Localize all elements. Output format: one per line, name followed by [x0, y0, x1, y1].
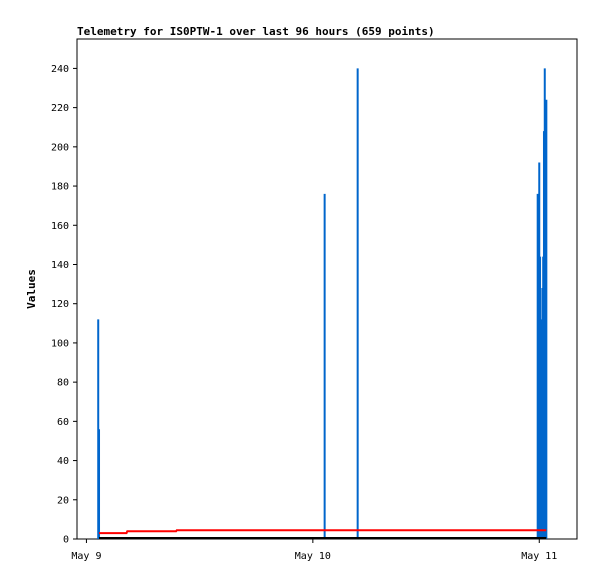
x-tick-label: May 10 — [295, 551, 331, 562]
y-tick-label: 80 — [57, 378, 69, 389]
series-line-1 — [99, 529, 547, 535]
plot-area — [97, 68, 548, 539]
plot-frame — [76, 38, 578, 540]
y-tick-label: 220 — [51, 103, 69, 114]
y-tick-label: 180 — [51, 182, 69, 193]
y-axis: 0 20 40 60 80 100 120 140 160 180 200 220 240 — [51, 64, 77, 546]
y-tick-label: 0 — [63, 535, 69, 546]
y-tick-label: 40 — [57, 456, 69, 467]
chart-title: Telemetry for IS0PTW-1 over last 96 hour… — [77, 25, 435, 38]
y-tick-label: 160 — [51, 221, 69, 232]
y-tick-label: 120 — [51, 299, 69, 310]
x-tick-label: May 11 — [521, 551, 557, 562]
x-tick-label: May 9 — [71, 551, 101, 562]
y-tick-label: 60 — [57, 417, 69, 428]
y-tick-label: 200 — [51, 142, 69, 153]
y-tick-label: 20 — [57, 495, 69, 506]
y-tick-label: 100 — [51, 338, 69, 349]
y-tick-label: 240 — [51, 64, 69, 75]
y-tick-label: 140 — [51, 260, 69, 271]
x-axis: May 9 May 10 May 11 — [71, 539, 557, 562]
y-axis-label: Values — [25, 269, 38, 309]
